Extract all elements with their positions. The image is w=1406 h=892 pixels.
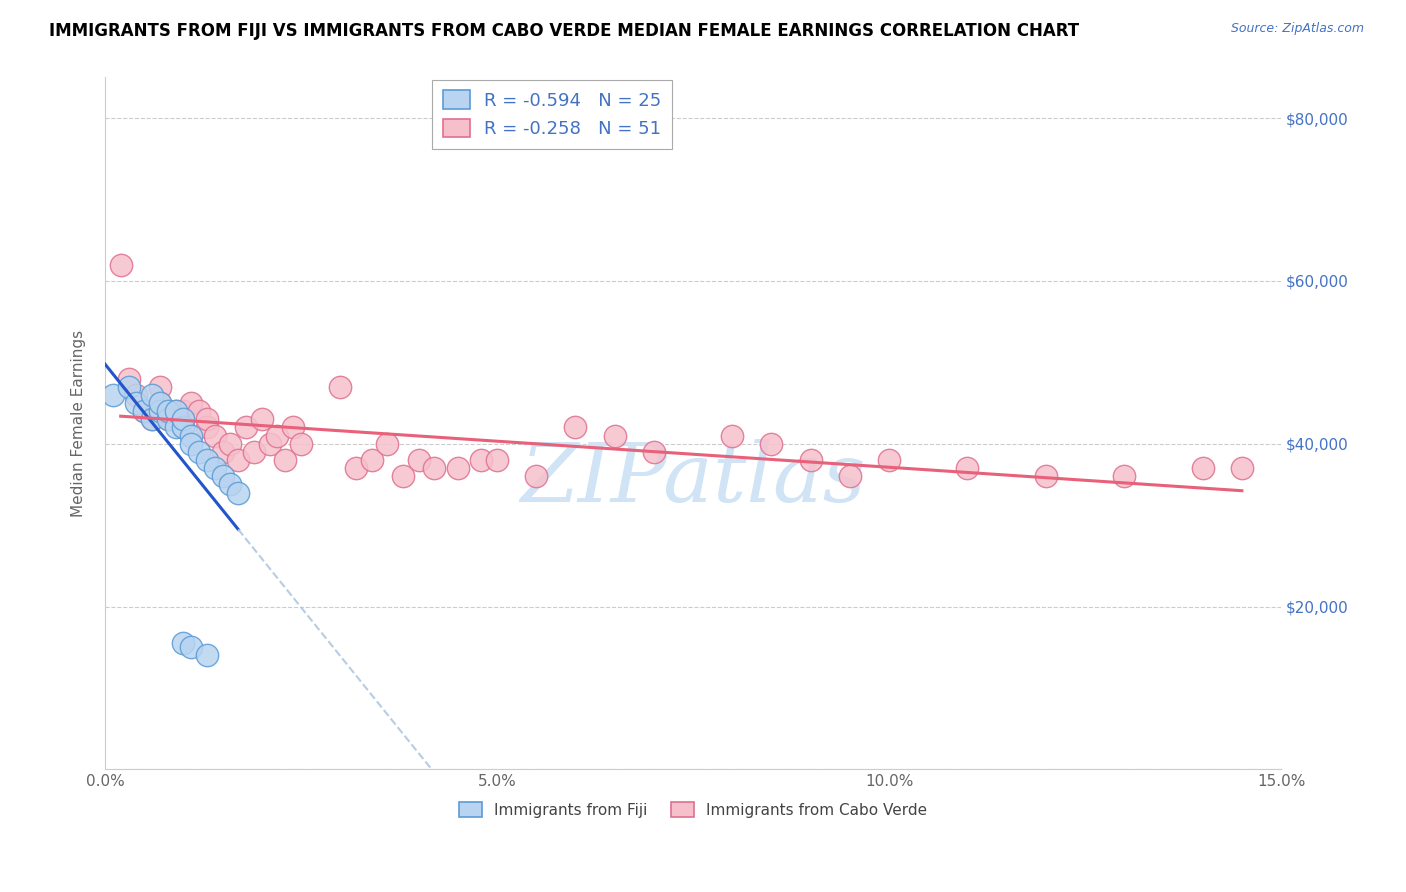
Point bbox=[172, 420, 194, 434]
Point bbox=[470, 453, 492, 467]
Point bbox=[243, 445, 266, 459]
Point bbox=[721, 428, 744, 442]
Point bbox=[134, 404, 156, 418]
Legend: Immigrants from Fiji, Immigrants from Cabo Verde: Immigrants from Fiji, Immigrants from Ca… bbox=[453, 796, 934, 824]
Point bbox=[877, 453, 900, 467]
Text: IMMIGRANTS FROM FIJI VS IMMIGRANTS FROM CABO VERDE MEDIAN FEMALE EARNINGS CORREL: IMMIGRANTS FROM FIJI VS IMMIGRANTS FROM … bbox=[49, 22, 1080, 40]
Point bbox=[219, 477, 242, 491]
Point bbox=[156, 404, 179, 418]
Point bbox=[524, 469, 547, 483]
Point bbox=[956, 461, 979, 475]
Point bbox=[266, 428, 288, 442]
Point bbox=[125, 388, 148, 402]
Point bbox=[141, 412, 163, 426]
Point bbox=[204, 461, 226, 475]
Point bbox=[156, 412, 179, 426]
Point bbox=[283, 420, 305, 434]
Point bbox=[1114, 469, 1136, 483]
Point bbox=[564, 420, 586, 434]
Point bbox=[156, 412, 179, 426]
Point bbox=[274, 453, 297, 467]
Text: Source: ZipAtlas.com: Source: ZipAtlas.com bbox=[1230, 22, 1364, 36]
Point bbox=[204, 428, 226, 442]
Point bbox=[447, 461, 470, 475]
Point bbox=[180, 640, 202, 655]
Point bbox=[195, 420, 218, 434]
Point bbox=[211, 445, 233, 459]
Point bbox=[1230, 461, 1253, 475]
Point bbox=[180, 396, 202, 410]
Point bbox=[180, 428, 202, 442]
Point bbox=[329, 380, 352, 394]
Point bbox=[211, 469, 233, 483]
Point bbox=[235, 420, 257, 434]
Point bbox=[195, 453, 218, 467]
Point bbox=[761, 436, 783, 450]
Point bbox=[117, 380, 139, 394]
Point bbox=[110, 258, 132, 272]
Point bbox=[392, 469, 415, 483]
Point bbox=[423, 461, 446, 475]
Text: ZIPatlas: ZIPatlas bbox=[520, 439, 866, 519]
Point bbox=[344, 461, 367, 475]
Point bbox=[141, 388, 163, 402]
Point bbox=[188, 445, 211, 459]
Point bbox=[838, 469, 860, 483]
Point bbox=[290, 436, 312, 450]
Point bbox=[195, 412, 218, 426]
Point bbox=[408, 453, 430, 467]
Point bbox=[149, 404, 172, 418]
Point bbox=[172, 412, 194, 426]
Point bbox=[149, 396, 172, 410]
Point bbox=[117, 371, 139, 385]
Point bbox=[165, 404, 187, 418]
Point bbox=[1035, 469, 1057, 483]
Point bbox=[172, 404, 194, 418]
Point bbox=[134, 404, 156, 418]
Point bbox=[250, 412, 273, 426]
Point bbox=[603, 428, 626, 442]
Point bbox=[149, 396, 172, 410]
Point bbox=[141, 412, 163, 426]
Y-axis label: Median Female Earnings: Median Female Earnings bbox=[72, 330, 86, 517]
Point bbox=[149, 380, 172, 394]
Point bbox=[180, 436, 202, 450]
Point bbox=[226, 485, 249, 500]
Point bbox=[226, 453, 249, 467]
Point bbox=[360, 453, 382, 467]
Point bbox=[195, 648, 218, 663]
Point bbox=[219, 436, 242, 450]
Point bbox=[165, 404, 187, 418]
Point bbox=[101, 388, 124, 402]
Point bbox=[643, 445, 665, 459]
Point bbox=[1191, 461, 1213, 475]
Point bbox=[486, 453, 509, 467]
Point bbox=[125, 396, 148, 410]
Point bbox=[165, 420, 187, 434]
Point bbox=[800, 453, 823, 467]
Point bbox=[259, 436, 281, 450]
Point bbox=[375, 436, 398, 450]
Point bbox=[188, 404, 211, 418]
Point bbox=[172, 420, 194, 434]
Point bbox=[172, 636, 194, 650]
